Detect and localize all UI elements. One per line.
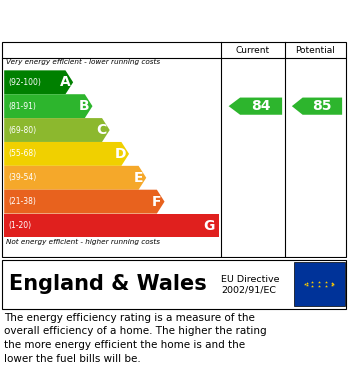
Text: 84: 84 [251,99,271,113]
Text: C: C [97,123,107,137]
Polygon shape [4,142,129,166]
Polygon shape [4,94,93,118]
Polygon shape [229,98,282,115]
Text: (69-80): (69-80) [8,126,37,135]
Polygon shape [4,190,165,213]
Polygon shape [292,98,342,115]
Text: Very energy efficient - lower running costs: Very energy efficient - lower running co… [6,59,160,65]
Polygon shape [4,70,73,94]
Text: Energy Efficiency Rating: Energy Efficiency Rating [60,11,288,30]
Text: Potential: Potential [295,46,334,55]
Bar [294,262,345,306]
Text: (39-54): (39-54) [8,173,37,182]
Text: D: D [115,147,126,161]
Polygon shape [4,213,219,237]
Text: (92-100): (92-100) [8,78,41,87]
Text: G: G [204,219,215,233]
Polygon shape [4,166,146,190]
Text: (81-91): (81-91) [8,102,36,111]
Text: England & Wales: England & Wales [9,274,206,294]
Text: Current: Current [236,46,270,55]
Polygon shape [4,118,110,142]
Text: The energy efficiency rating is a measure of the
overall efficiency of a home. T: The energy efficiency rating is a measur… [4,313,267,364]
Text: A: A [60,75,70,89]
Text: (55-68): (55-68) [8,149,37,158]
Text: (1-20): (1-20) [8,221,31,230]
Text: (21-38): (21-38) [8,197,36,206]
Text: B: B [79,99,90,113]
Text: EU Directive
2002/91/EC: EU Directive 2002/91/EC [221,275,279,294]
Text: 85: 85 [313,99,332,113]
Text: Not energy efficient - higher running costs: Not energy efficient - higher running co… [6,239,160,245]
Text: E: E [134,171,143,185]
Text: F: F [152,195,162,209]
